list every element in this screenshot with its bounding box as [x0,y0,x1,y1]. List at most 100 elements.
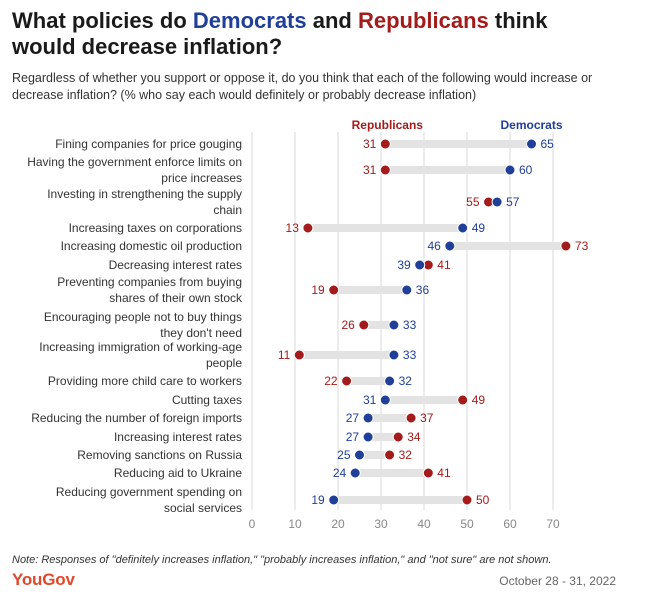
democrat-value-label: 31 [363,393,377,407]
republican-value-label: 41 [437,258,451,272]
x-tick-label: 20 [331,517,345,531]
category-label: chain [213,203,242,217]
category-label: Reducing the number of foreign imports [31,411,242,425]
category-label: Increasing taxes on corporations [69,221,242,235]
democrat-value-label: 49 [472,221,486,235]
republican-dot [457,394,469,406]
republican-dot [328,284,340,296]
republican-value-label: 13 [286,221,300,235]
democrat-dot [491,196,503,208]
republican-value-label: 37 [420,411,434,425]
republican-dot [560,240,572,252]
x-tick-label: 30 [374,517,388,531]
democrat-dot [362,431,374,443]
democrat-dot [388,349,400,361]
legend-democrats: Democrats [500,118,562,132]
category-label: Having the government enforce limits on [27,155,242,169]
category-label: people [206,356,242,370]
category-label: they don't need [160,326,242,340]
range-bar [333,286,407,294]
democrat-value-label: 33 [403,348,417,362]
category-label: Cutting taxes [172,393,242,407]
category-label: shares of their own stock [109,291,243,305]
chart-subtitle: Regardless of whether you support or opp… [12,71,593,102]
republican-value-label: 49 [472,393,486,407]
democrat-value-label: 27 [346,411,360,425]
range-bar [385,140,532,148]
democrat-dot [388,319,400,331]
democrat-dot [457,222,469,234]
democrat-value-label: 46 [427,239,441,253]
republican-value-label: 11 [278,348,291,362]
republican-value-label: 22 [324,374,338,388]
democrat-value-label: 24 [333,466,347,480]
republican-value-label: 19 [311,283,325,297]
range-bar [299,351,394,359]
range-bar [368,414,412,422]
republican-dot [379,138,391,150]
category-label: Reducing government spending on [56,485,242,499]
x-tick-label: 70 [546,517,560,531]
x-tick-label: 10 [288,517,302,531]
republican-dot [302,222,314,234]
democrat-value-label: 36 [416,283,430,297]
republican-dot [379,164,391,176]
republican-dot [422,467,434,479]
republican-dot [461,494,473,506]
democrat-dot [362,412,374,424]
range-bar [368,433,399,441]
category-label: Encouraging people not to buy things [44,310,242,324]
democrat-dot [444,240,456,252]
category-label: Providing more child care to workers [48,374,242,388]
range-bar [385,166,510,174]
x-tick-label: 40 [417,517,431,531]
title-part1: What policies do [12,8,193,33]
republican-dot [293,349,305,361]
democrat-value-label: 57 [506,195,520,209]
republican-dot [405,412,417,424]
democrat-dot [379,394,391,406]
dot-chart: 0 10 20 30 40 50 60 70 Republicans Democrats Finin… [27,118,589,531]
republican-dot [358,319,370,331]
range-bar [346,377,390,385]
chart-note: Note: Responses of "definitely increases… [12,554,552,566]
democrat-dot [504,164,516,176]
republican-value-label: 73 [575,239,589,253]
x-tick-label: 60 [503,517,517,531]
range-bar [385,396,463,404]
republican-value-label: 26 [341,318,355,332]
democrat-value-label: 33 [403,318,417,332]
republican-dot [384,449,396,461]
survey-date: October 28 - 31, 2022 [499,574,616,588]
category-label: Increasing domestic oil production [61,239,242,253]
chart-title: What policies do Democrats and Republica… [12,8,632,60]
category-label: Reducing aid to Ukraine [114,466,242,480]
category-label: Preventing companies from buying [57,275,242,289]
democrat-value-label: 60 [519,163,533,177]
title-democrats: Democrats [192,8,307,33]
democrat-value-label: 65 [541,137,555,151]
democrat-dot [384,375,396,387]
category-label: price increases [161,171,242,185]
democrat-value-label: 27 [346,430,360,444]
title-part2: and [306,8,358,33]
category-label: Decreasing interest rates [109,258,242,272]
range-bar [359,451,390,459]
republican-dot [392,431,404,443]
republican-value-label: 41 [437,466,451,480]
category-label: Increasing immigration of working-age [39,340,242,354]
republican-value-label: 50 [476,493,490,507]
republican-value-label: 55 [466,195,480,209]
x-tick-label: 50 [460,517,474,531]
democrat-dot [328,494,340,506]
range-bar [363,321,394,329]
democrat-value-label: 39 [397,258,411,272]
yougov-logo: YouGov [12,570,75,589]
category-label: Investing in strengthening the supply [47,187,242,201]
democrat-value-label: 32 [399,374,413,388]
range-bar [307,224,463,232]
legend-republicans: Republicans [352,118,424,132]
democrat-value-label: 25 [337,448,351,462]
range-bar [355,469,429,477]
republican-value-label: 31 [363,163,377,177]
